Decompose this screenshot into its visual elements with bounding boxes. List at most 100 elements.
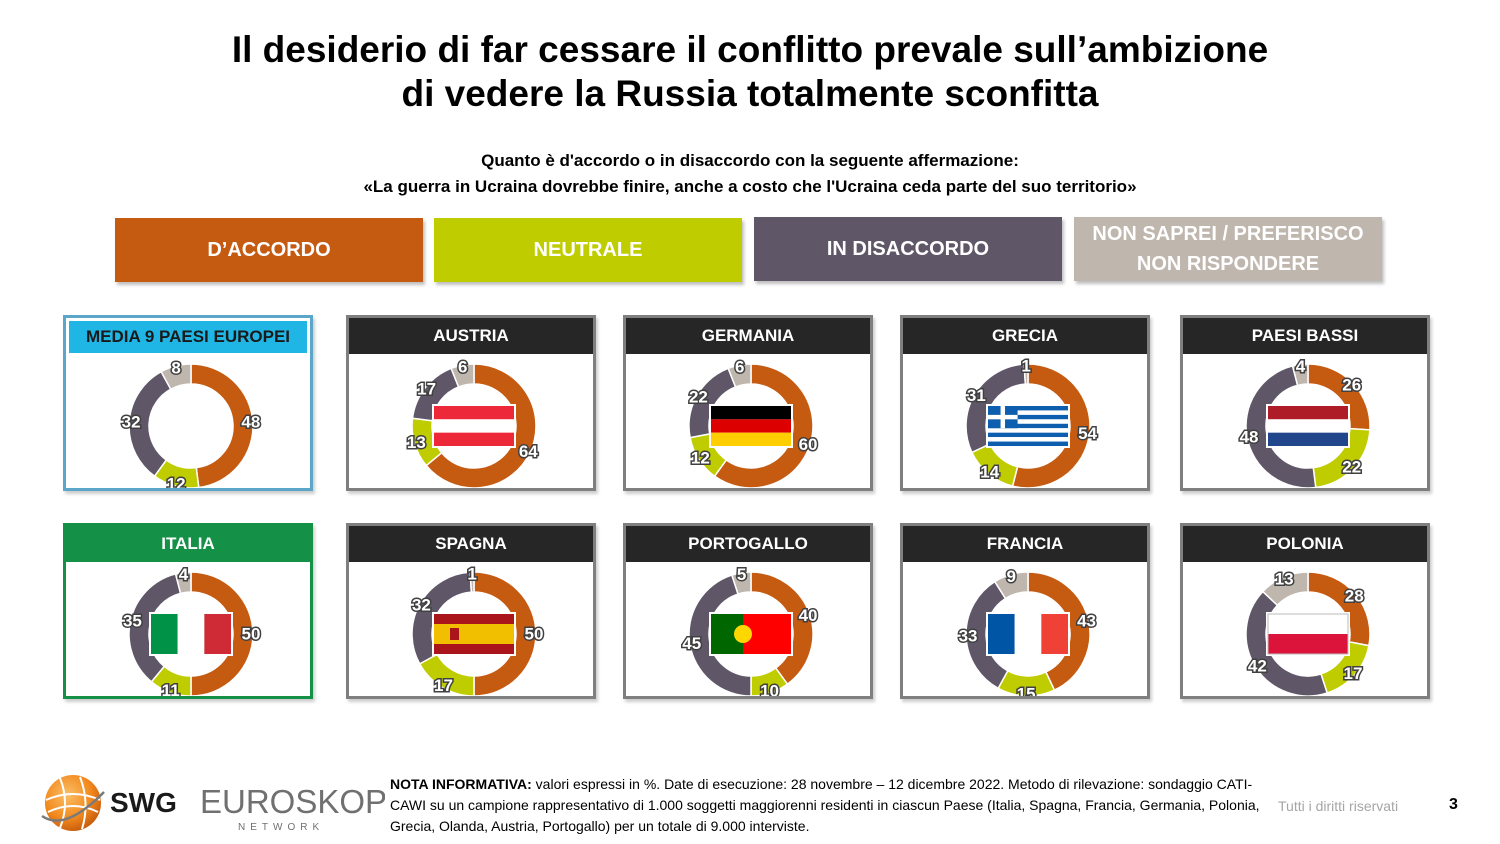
donut-chart: 64 13 17 6 <box>405 356 540 488</box>
swg-wordmark: SWG <box>110 787 177 818</box>
chart-panel-francia: FRANCIA 43 15 33 9 <box>900 523 1150 699</box>
label-neutrale: 15 <box>1017 684 1036 696</box>
legend-neutrale-label: NEUTRALE <box>533 239 643 261</box>
label-neutrale: 12 <box>691 449 710 468</box>
swg-euroskopia-logo: SWG EUROSKOPIA NETWORK <box>41 775 385 833</box>
page-title: Il desiderio di far cessare il conflitto… <box>0 28 1500 116</box>
label-in-disaccordo: 17 <box>417 380 436 399</box>
austria-flag <box>432 404 516 448</box>
legend-neutrale: NEUTRALE <box>434 218 742 282</box>
chart-panel-grecia: GRECIA 54 14 31 1 <box>900 315 1150 491</box>
legend-non-so-label-2: NON RISPONDERE <box>1136 253 1320 275</box>
label-in-disaccordo: 32 <box>122 413 141 432</box>
label-d-accordo: 28 <box>1345 586 1364 605</box>
italy-flag <box>149 612 233 656</box>
donut-chart: 26 22 48 4 <box>1238 355 1371 488</box>
legend-disaccordo: IN DISACCORDO <box>754 217 1062 281</box>
label-in-disaccordo: 22 <box>689 388 708 407</box>
label-in-disaccordo: 48 <box>1240 428 1259 447</box>
slice-non-saprei-preferisco-non-rispondere <box>450 363 475 388</box>
label-in-disaccordo: 33 <box>959 626 978 645</box>
label-d-accordo: 50 <box>242 625 261 644</box>
chart-title: SPAGNA <box>349 526 593 562</box>
label-d-accordo: 26 <box>1342 375 1361 394</box>
slice-non-saprei-preferisco-non-rispondere <box>1291 363 1309 387</box>
statement-text: «La guerra in Ucraina dovrebbe finire, a… <box>363 177 1137 196</box>
chart-panel-austria: AUSTRIA 64 13 17 6 <box>346 315 596 491</box>
slice-non-saprei-preferisco-non-rispondere <box>1023 363 1029 385</box>
note-label: NOTA INFORMATIVA: <box>390 776 532 792</box>
chart-panel-spagna: SPAGNA 50 17 32 1 <box>346 523 596 699</box>
chart-panel-polonia: POLONIA 28 17 42 13 <box>1180 523 1430 699</box>
label-non-saprei-preferisco-non-rispondere: 4 <box>1296 357 1306 376</box>
greece-flag <box>986 404 1070 448</box>
poland-flag <box>1266 612 1350 656</box>
slice-d-accordo <box>190 363 254 488</box>
label-non-saprei-preferisco-non-rispondere: 1 <box>467 565 476 584</box>
label-in-disaccordo: 35 <box>123 611 142 630</box>
network-wordmark: NETWORK <box>238 822 324 833</box>
donut-chart: 50 11 35 4 <box>121 563 262 696</box>
rights-text: Tutti i diritti riservati <box>1278 798 1399 814</box>
euroskopia-wordmark: EUROSKOPIA <box>200 783 385 820</box>
label-non-saprei-preferisco-non-rispondere: 1 <box>1021 357 1030 376</box>
label-d-accordo: 50 <box>525 625 544 644</box>
chart-panel-portogallo: PORTOGALLO 40 10 45 5 <box>623 523 873 699</box>
label-neutrale: 17 <box>434 676 453 695</box>
donut-chart: 54 14 31 1 <box>965 355 1099 488</box>
globe-icon <box>45 775 101 831</box>
france-flag <box>986 612 1070 656</box>
label-in-disaccordo: 32 <box>412 596 431 615</box>
label-neutrale: 22 <box>1342 458 1361 477</box>
chart-title: PAESI BASSI <box>1183 318 1427 354</box>
page-number: 3 <box>1449 796 1458 813</box>
chart-panel-media-9-paesi-europei: MEDIA 9 PAESI EUROPEI 48 12 32 8 <box>63 315 313 491</box>
legend-accordo-label: D’ACCORDO <box>207 239 331 261</box>
legend-disaccordo-label: IN DISACCORDO <box>826 238 990 260</box>
label-neutrale: 11 <box>162 681 180 696</box>
slice-non-saprei-preferisco-non-rispondere <box>1261 571 1309 607</box>
label-d-accordo: 43 <box>1077 611 1096 630</box>
slice-in-disaccordo <box>688 574 752 696</box>
chart-panel-italia: ITALIA 50 11 35 4 <box>63 523 313 699</box>
label-non-saprei-preferisco-non-rispondere: 6 <box>458 358 467 377</box>
question-text: Quanto è d'accordo o in disaccordo con l… <box>481 151 1019 170</box>
germany-flag <box>709 404 793 448</box>
label-in-disaccordo: 45 <box>682 634 701 653</box>
slice-non-saprei-preferisco-non-rispondere <box>993 571 1029 600</box>
label-non-saprei-preferisco-non-rispondere: 8 <box>171 358 180 377</box>
label-d-accordo: 54 <box>1078 424 1097 443</box>
spain-flag <box>432 612 516 656</box>
title-line-1: Il desiderio di far cessare il conflitto… <box>231 29 1269 70</box>
slice-non-saprei-preferisco-non-rispondere <box>160 363 192 391</box>
label-non-saprei-preferisco-non-rispondere: 13 <box>1275 569 1294 588</box>
donut-chart: 60 12 22 6 <box>687 356 819 488</box>
slice-non-saprei-preferisco-non-rispondere <box>174 571 192 595</box>
label-in-disaccordo: 31 <box>967 386 986 405</box>
chart-title: POLONIA <box>1183 526 1427 562</box>
label-d-accordo: 60 <box>799 435 818 454</box>
donut-chart: 40 10 45 5 <box>681 564 819 696</box>
slice-non-saprei-preferisco-non-rispondere <box>727 363 752 388</box>
chart-title: FRANCIA <box>903 526 1147 562</box>
chart-panel-paesi-bassi: PAESI BASSI 26 22 48 4 <box>1180 315 1430 491</box>
chart-title: GERMANIA <box>626 318 870 354</box>
title-line-2: di vedere la Russia totalmente sconfitta <box>401 73 1099 114</box>
label-d-accordo: 64 <box>519 442 538 461</box>
chart-title: GRECIA <box>903 318 1147 354</box>
netherlands-flag <box>1266 404 1350 448</box>
label-non-saprei-preferisco-non-rispondere: 9 <box>1007 567 1016 586</box>
chart-title: MEDIA 9 PAESI EUROPEI <box>69 321 307 353</box>
portugal-flag <box>709 612 793 656</box>
label-non-saprei-preferisco-non-rispondere: 6 <box>735 358 744 377</box>
label-d-accordo: 48 <box>241 413 260 432</box>
note-informativa: NOTA INFORMATIVA: valori espressi in %. … <box>390 774 1270 837</box>
label-neutrale: 12 <box>167 475 186 488</box>
label-neutrale: 10 <box>760 682 779 696</box>
label-in-disaccordo: 42 <box>1248 657 1267 676</box>
donut-chart: 48 12 32 8 <box>120 357 262 488</box>
label-non-saprei-preferisco-non-rispondere: 4 <box>179 565 189 584</box>
donut-chart: 43 15 33 9 <box>957 565 1098 696</box>
slice-in-disaccordo <box>1245 365 1317 488</box>
donut-chart: 28 17 42 13 <box>1245 568 1371 696</box>
